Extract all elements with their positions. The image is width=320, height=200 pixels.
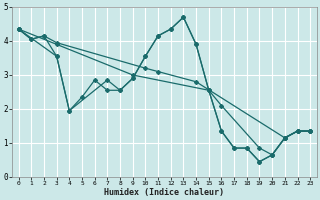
X-axis label: Humidex (Indice chaleur): Humidex (Indice chaleur) [104,188,224,197]
